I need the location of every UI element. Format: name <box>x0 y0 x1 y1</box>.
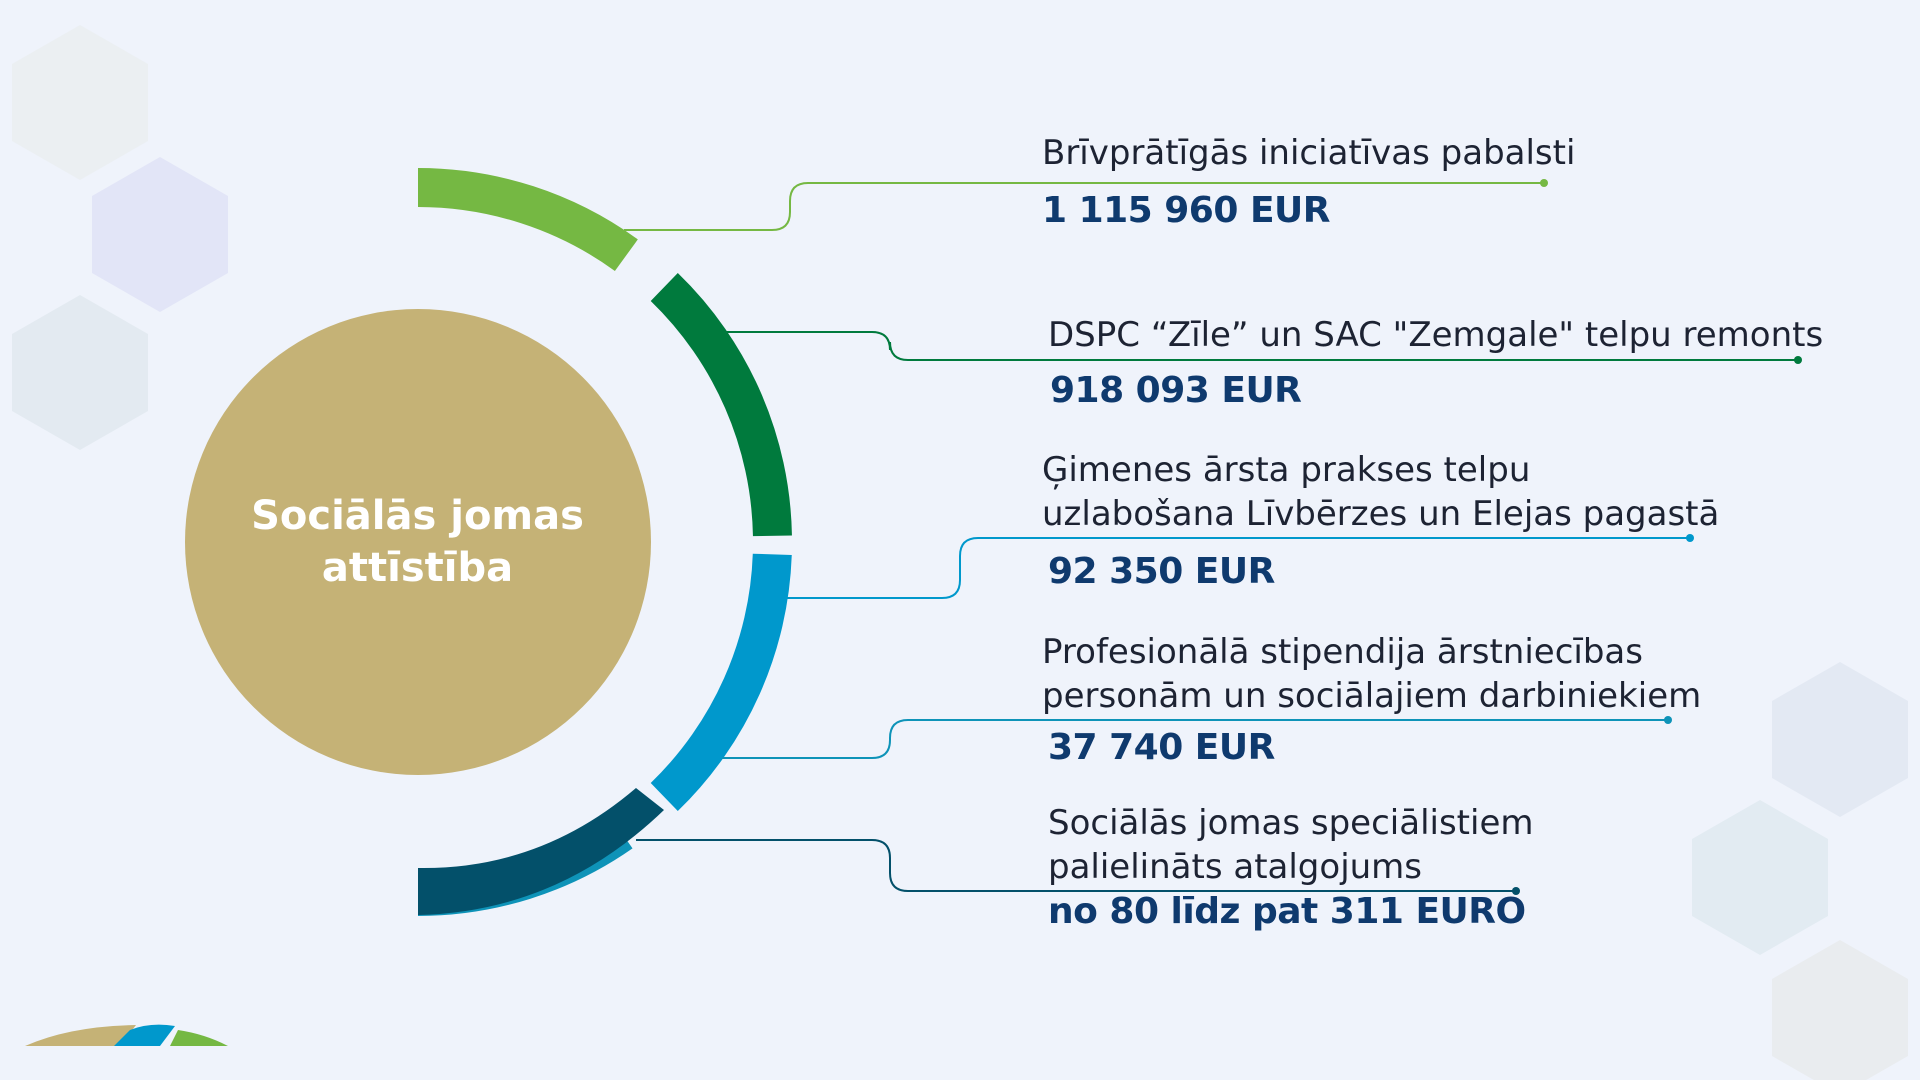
item-label-line: DSPC “Zīle” un SAC "Zemgale" telpu remon… <box>1048 315 1824 355</box>
arc-segment <box>650 272 792 537</box>
logo <box>25 1024 228 1046</box>
item-label-line: personām un sociālajiem darbiniekiem <box>1042 676 1702 716</box>
center-circle <box>185 309 651 775</box>
center-title-line: Sociālās jomas <box>251 493 584 539</box>
logo-stripe <box>114 1024 175 1046</box>
hexagon-decoration <box>1692 800 1828 955</box>
connector-dot <box>1686 534 1694 542</box>
item-value: 1 115 960 EUR <box>1042 190 1331 231</box>
item-label-line: Brīvprātīgās iniciatīvas pabalsti <box>1042 133 1576 173</box>
arc-segment <box>418 168 638 271</box>
connector-dot <box>1540 179 1548 187</box>
hexagon-decoration <box>1772 662 1908 817</box>
connector-line <box>636 839 1516 892</box>
item-label-line: palielināts atalgojums <box>1048 847 1423 887</box>
logo-stripe <box>25 1025 136 1046</box>
item-label-line: uzlabošana Līvbērzes un Elejas pagastā <box>1042 494 1720 534</box>
connector-line <box>786 537 1690 599</box>
connector-dot <box>1794 356 1802 364</box>
hexagon-decoration <box>1772 940 1908 1080</box>
item-label-line: Sociālās jomas speciālistiem <box>1048 803 1534 843</box>
item-label-line: Profesionālā stipendija ārstniecības <box>1042 632 1643 672</box>
connector-line <box>724 331 1798 361</box>
item-label: Ģimenes ārsta prakses telpu uzlabošana L… <box>1042 448 1719 536</box>
item-value: 918 093 EUR <box>1050 370 1302 411</box>
item-value: no 80 līdz pat 311 EURO <box>1048 891 1526 932</box>
item-label: Brīvprātīgās iniciatīvas pabalsti <box>1042 131 1575 175</box>
hexagon-decoration <box>12 295 148 450</box>
arc-segment <box>650 553 792 812</box>
item-label: Profesionālā stipendija ārstniecības per… <box>1042 630 1701 718</box>
item-value: 37 740 EUR <box>1048 727 1275 768</box>
center-title-line: attīstība <box>321 545 514 591</box>
connector-line <box>722 719 1668 759</box>
hexagon-decoration <box>92 157 228 312</box>
connector-dot <box>1512 887 1520 895</box>
connector-line <box>624 182 1544 231</box>
item-label: Sociālās jomas speciālistiem palielināts… <box>1048 801 1534 889</box>
item-label: DSPC “Zīle” un SAC "Zemgale" telpu remon… <box>1048 313 1823 357</box>
item-value: 92 350 EUR <box>1048 551 1275 592</box>
arc-segment <box>418 788 664 915</box>
connector-dot <box>1664 716 1672 724</box>
logo-stripe <box>170 1030 228 1046</box>
hexagon-decoration <box>12 25 148 180</box>
item-label-line: Ģimenes ārsta prakses telpu <box>1042 450 1531 490</box>
center-title: Sociālās jomas attīstība <box>185 490 650 594</box>
